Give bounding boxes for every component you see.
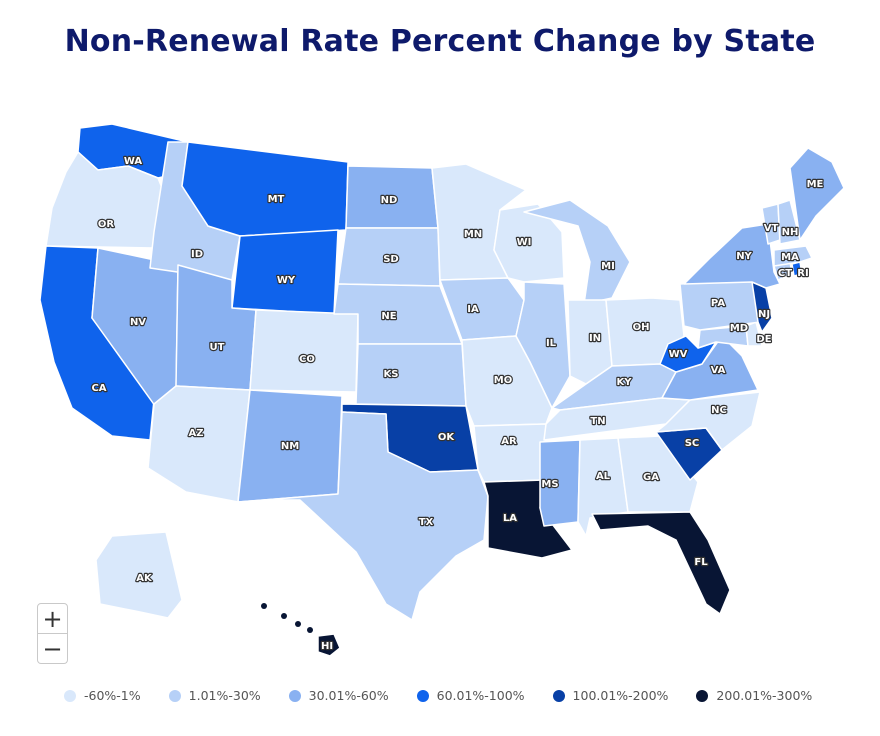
legend-swatch-4 [552,689,565,702]
hawaii-island [295,621,301,627]
state-il[interactable] [515,281,571,409]
state-label-id: ID [191,249,203,260]
state-label-il: IL [546,338,557,349]
legend-swatch-0 [64,689,76,702]
state-label-me: ME [807,179,824,190]
legend-item: 1.01%-30% [168,688,261,703]
state-label-nv: NV [130,317,146,328]
state-mi[interactable] [523,199,631,305]
legend-label: 60.01%-100% [436,688,525,703]
legend-swatch-5 [696,689,709,702]
state-ak[interactable] [95,531,183,619]
state-fl[interactable] [591,511,731,615]
state-ks[interactable] [355,343,467,407]
state-label-nj: NJ [758,309,770,320]
legend-item: 30.01%-60% [288,688,389,703]
state-az[interactable] [147,385,251,503]
state-label-ga: GA [643,472,659,483]
state-label-de: DE [756,334,771,345]
legend-label: 200.01%-300% [716,688,813,703]
state-label-ri: RI [797,268,808,279]
legend-swatch-3 [416,689,429,702]
legend-label: 1.01%-30% [188,688,261,703]
state-label-az: AZ [189,428,204,439]
legend-item: -60%-1% [64,688,141,703]
state-label-mo: MO [494,375,512,386]
state-label-tx: TX [419,517,434,528]
state-wy[interactable] [231,229,339,315]
state-label-al: AL [596,471,611,482]
state-label-nm: NM [281,441,299,452]
state-label-ks: KS [384,369,399,380]
state-label-ar: AR [501,436,517,447]
legend-label: 30.01%-60% [308,688,389,703]
state-label-or: OR [98,219,115,230]
legend-label: -60%-1% [84,688,141,703]
state-label-ut: UT [210,342,225,353]
state-ar[interactable] [473,423,547,483]
state-label-ne: NE [381,311,396,322]
state-label-mn: MN [464,229,482,240]
state-label-wy: WY [277,275,296,286]
state-mt[interactable] [181,141,349,237]
state-label-ms: MS [541,479,558,490]
state-ms[interactable] [539,439,581,527]
state-label-fl: FL [694,557,708,568]
state-label-nh: NH [782,227,799,238]
state-label-ok: OK [438,432,456,443]
state-label-nd: ND [381,195,398,206]
state-label-ma: MA [781,252,799,263]
state-md[interactable] [697,325,749,349]
state-label-wv: WV [669,349,688,360]
map-title: Non-Renewal Rate Percent Change by State [64,24,816,59]
legend-swatch-2 [288,689,301,702]
map-legend: -60%-1% 1.01%-30% 30.01%-60% 60.01%-100%… [64,688,812,703]
legend-item: 100.01%-200% [552,688,669,703]
state-label-ny: NY [736,251,752,262]
hawaii-island [281,613,287,619]
state-label-nc: NC [711,405,727,416]
state-label-vt: VT [764,223,779,234]
legend-item: 60.01%-100% [416,688,525,703]
state-label-oh: OH [633,322,650,333]
state-label-pa: PA [711,298,725,309]
state-ma[interactable] [773,245,813,267]
legend-item: 200.01%-300% [696,688,812,703]
hawaii-island [261,603,267,609]
state-label-ca: CA [91,383,106,394]
zoom-in-button[interactable]: + [37,603,68,634]
state-label-ct: CT [778,268,792,279]
state-label-co: CO [299,354,315,365]
state-label-sd: SD [383,254,399,265]
state-co[interactable] [249,309,359,393]
state-label-md: MD [730,323,748,334]
state-ny[interactable] [683,223,781,289]
state-label-ky: KY [617,377,633,388]
state-label-la: LA [503,513,517,524]
state-hi[interactable] [317,633,341,657]
hawaii-island [307,627,313,633]
state-label-ia: IA [467,304,479,315]
state-label-mi: MI [601,261,615,272]
state-tx[interactable] [237,411,489,621]
state-ga[interactable] [617,435,699,513]
state-me[interactable] [789,147,845,241]
state-label-sc: SC [685,438,700,449]
legend-label: 100.01%-200% [572,688,669,703]
state-label-hi: HI [321,641,333,652]
legend-swatch-1 [168,689,181,702]
state-label-mt: MT [268,194,285,205]
zoom-out-button[interactable]: − [37,634,68,664]
state-label-ak: AK [136,573,153,584]
state-label-tn: TN [590,416,605,427]
state-label-va: VA [711,365,726,376]
state-label-in: IN [589,333,601,344]
state-label-wa: WA [124,156,143,167]
state-label-wi: WI [517,237,532,248]
